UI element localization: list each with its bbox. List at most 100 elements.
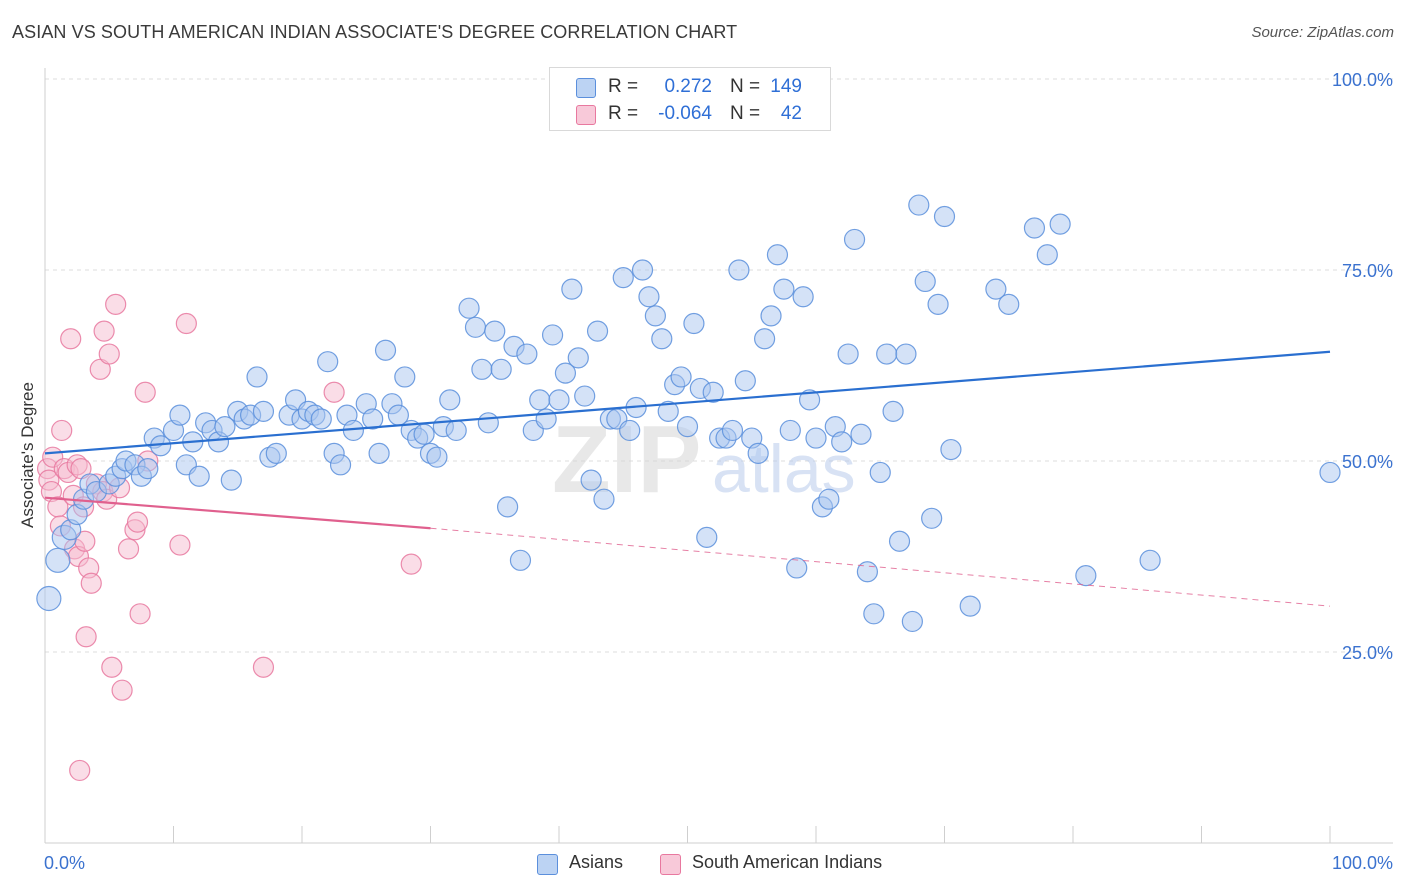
asian-point: [561, 278, 583, 300]
asian-point: [644, 305, 666, 327]
asian-point: [317, 351, 339, 373]
asian-point: [985, 278, 1007, 300]
asian-point: [1049, 213, 1071, 235]
asian-point: [484, 320, 506, 342]
sai-point: [80, 572, 102, 594]
asian-point: [888, 530, 911, 552]
asian-point: [619, 419, 641, 442]
sai-point: [101, 656, 123, 678]
asian-point: [535, 408, 557, 430]
asian-point: [670, 366, 692, 388]
sai-point: [69, 759, 91, 782]
r-value: -0.064: [658, 103, 712, 124]
asian-point: [676, 416, 699, 438]
asian-point: [188, 465, 210, 487]
asian-point: [426, 446, 448, 468]
asian-point: [45, 547, 71, 573]
asian-point: [933, 205, 956, 228]
asian-point: [464, 316, 487, 338]
asian-point: [702, 381, 724, 403]
r-label: R =: [608, 103, 639, 124]
asian-point: [445, 419, 467, 442]
asian-point: [901, 610, 923, 633]
grid-lines: [45, 78, 1393, 653]
asian-point: [959, 595, 981, 617]
legend-label-asians: Asians: [569, 852, 624, 872]
sai-point: [60, 328, 82, 350]
asian-point: [362, 408, 384, 430]
chart-title: ASIAN VS SOUTH AMERICAN INDIAN ASSOCIATE…: [12, 22, 738, 42]
asian-point: [439, 389, 461, 411]
source-credit: Source: ZipAtlas.com: [1251, 24, 1394, 41]
x-tick-label-max: 100.0%: [1332, 853, 1393, 873]
asian-point: [497, 496, 519, 518]
sai-point: [75, 626, 97, 648]
y-tick-label: 100.0%: [1332, 70, 1393, 90]
sai-trend-line-extrapolated: [430, 527, 1331, 607]
asian-point: [586, 320, 609, 342]
asian-point: [1036, 244, 1058, 266]
asian-point: [908, 194, 930, 216]
asian-point: [638, 286, 660, 308]
asian-point: [612, 267, 634, 289]
asian-point: [368, 442, 390, 464]
asians-trend-line: [44, 350, 1331, 455]
sai-trend-line: [44, 496, 431, 530]
asian-point: [696, 526, 718, 549]
asian-point: [651, 328, 673, 350]
sai-point: [93, 320, 115, 342]
asian-point: [548, 389, 570, 411]
asian-point: [843, 228, 866, 251]
asian-point: [137, 458, 159, 480]
asian-point: [1139, 549, 1161, 571]
asian-point: [837, 343, 859, 365]
asian-point: [413, 423, 435, 445]
asian-point: [779, 419, 801, 442]
asian-point: [856, 561, 879, 583]
asian-point: [921, 507, 943, 529]
asian-point: [246, 366, 268, 388]
asian-point: [471, 358, 493, 380]
asian-point: [458, 297, 480, 319]
asian-point: [734, 370, 756, 392]
asian-point: [169, 404, 191, 426]
asian-point: [554, 362, 577, 384]
n-label: N =: [730, 76, 761, 97]
asian-point: [329, 454, 352, 476]
asian-point: [252, 400, 275, 422]
asian-point: [773, 278, 795, 300]
asian-point: [760, 305, 782, 327]
asian-point: [831, 431, 853, 453]
legend-row-south-american-indians: R = -0.064 N = 42: [550, 100, 830, 128]
sai-point: [134, 381, 156, 403]
x-tick-label-min: 0.0%: [44, 853, 85, 873]
sai-point: [117, 538, 140, 560]
sai-point: [98, 343, 120, 365]
asian-point: [805, 427, 827, 449]
sai-point: [323, 381, 345, 403]
n-value: 42: [780, 103, 802, 124]
asian-point: [490, 358, 512, 380]
asian-point: [876, 343, 898, 365]
asian-point: [631, 259, 654, 281]
asian-point: [1075, 564, 1097, 587]
legend-label-south-american-indians: South American Indians: [692, 852, 883, 872]
series-south-american-indians-points: [36, 293, 422, 782]
asian-point: [516, 343, 538, 365]
asian-point: [786, 557, 808, 579]
asian-point: [863, 603, 885, 625]
asian-point: [36, 585, 62, 612]
asian-point: [850, 423, 872, 445]
n-value: 149: [770, 76, 802, 97]
n-label: N =: [730, 103, 761, 124]
asian-point: [374, 339, 397, 361]
sai-point: [252, 656, 275, 678]
asian-point: [998, 293, 1020, 315]
y-tick-label: 50.0%: [1342, 452, 1393, 472]
asian-point: [792, 286, 814, 308]
asian-point: [657, 400, 679, 422]
sai-point: [111, 679, 133, 701]
asian-point: [914, 270, 936, 293]
asian-point: [798, 389, 821, 411]
